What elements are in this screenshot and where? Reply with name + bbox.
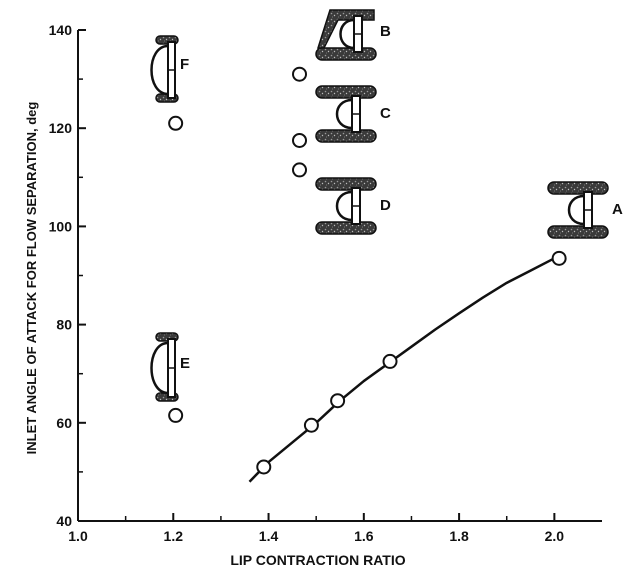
- inlet-label: B: [380, 23, 391, 40]
- y-tick-label: 100: [49, 218, 73, 234]
- y-tick-label: 120: [49, 120, 73, 136]
- data-point: [330, 393, 346, 409]
- data-point: [256, 459, 272, 475]
- inlet-label: A: [612, 201, 623, 218]
- inlet-sketch-a: A: [547, 181, 623, 239]
- inlet-lip-lower: [315, 47, 377, 61]
- y-axis-label: INLET ANGLE OF ATTACK FOR FLOW SEPARATIO…: [24, 102, 39, 455]
- inlet-sketch-c: C: [315, 85, 391, 143]
- x-axis-label: LIP CONTRACTION RATIO: [230, 552, 405, 568]
- x-tick-label: 1.2: [164, 528, 184, 544]
- data-point: [382, 353, 398, 369]
- x-tick-label: 1.8: [449, 528, 469, 544]
- data-point: [551, 250, 567, 266]
- x-tick-label: 1.0: [68, 528, 88, 544]
- inlet-spinner: [567, 194, 585, 226]
- inlet-lip-lower: [315, 129, 377, 143]
- inlet-spinner: [150, 44, 169, 96]
- x-tick-label: 2.0: [545, 528, 565, 544]
- inlet-spinner: [335, 98, 353, 130]
- inlet-label: E: [180, 355, 190, 372]
- inlet-lip-upper: [315, 177, 377, 191]
- inlet-lip-upper: [316, 9, 375, 49]
- axes: 40 60 80 100 120 140 1.0 1.2 1.4 1.6 1.8 2.0: [49, 22, 602, 544]
- inlet-spinner: [150, 341, 169, 395]
- y-tick-label: 80: [56, 317, 72, 333]
- data-points-layer: [168, 66, 567, 475]
- inlet-label: D: [380, 197, 391, 214]
- fit-curve-layer: [248, 257, 555, 483]
- x-tick-label: 1.4: [259, 528, 279, 544]
- data-point: [292, 162, 308, 178]
- data-point: [292, 132, 308, 148]
- data-point: [168, 407, 184, 423]
- inlet-label: F: [180, 56, 189, 73]
- x-tick-label: 1.6: [354, 528, 374, 544]
- inlet-lip-lower: [315, 221, 377, 235]
- inlet-sketch-f: F: [150, 35, 189, 103]
- inlet-lip-lower: [547, 225, 609, 239]
- data-point: [303, 417, 319, 433]
- inlet-sketch-b: B: [315, 9, 391, 61]
- y-tick-label: 60: [56, 415, 72, 431]
- inlet-sketch-d: D: [315, 177, 391, 235]
- inlet-label: C: [380, 105, 391, 122]
- data-point: [168, 115, 184, 131]
- data-point: [292, 66, 308, 82]
- y-tick-label: 140: [49, 22, 73, 38]
- inlet-lip-upper: [315, 85, 377, 99]
- fit-curve: [248, 257, 555, 483]
- inlet-sketch-e: E: [150, 332, 190, 402]
- inlet-lip-upper: [547, 181, 609, 195]
- inlet-sketches: A B C D F E: [150, 9, 623, 402]
- inlet-spinner: [335, 190, 353, 222]
- inlet-spinner: [339, 18, 355, 50]
- y-tick-label: 40: [56, 513, 72, 529]
